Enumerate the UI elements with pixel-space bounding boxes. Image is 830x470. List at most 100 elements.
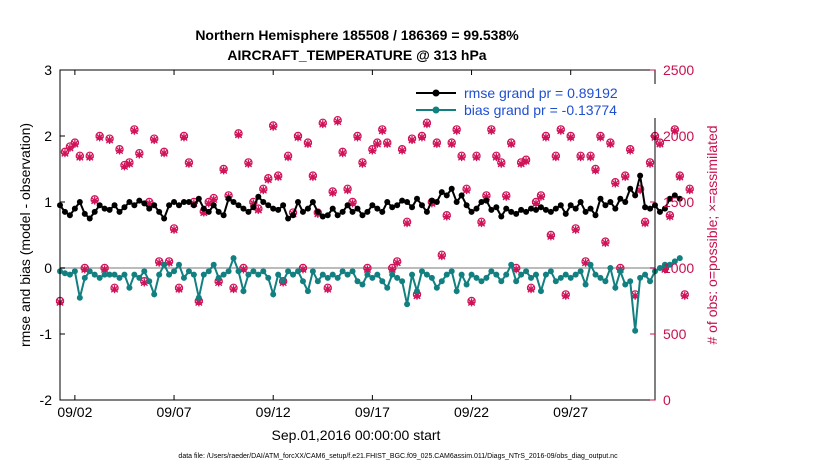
bias-point [190,271,197,278]
rmse-point [290,212,297,219]
bias-point [275,271,282,278]
rmse-point [443,192,450,199]
rmse-point [86,215,93,222]
legend-bias-label: bias grand pr = -0.13774 [464,102,617,118]
rmse-point [661,205,668,212]
obs-assimilated-marker [170,225,179,234]
rmse-point [319,213,326,220]
obs-assimilated-marker [492,153,501,162]
bias-point [141,268,148,275]
obs-assimilated-marker [358,159,367,168]
rmse-point [428,197,435,204]
obs-assimilated-marker [120,162,129,171]
rmse-point [409,204,416,211]
bias-point [627,278,634,285]
obs-assimilated-marker [393,258,402,267]
rmse-point [676,195,683,202]
rmse-point [344,202,351,209]
obs-assimilated-marker [660,265,669,274]
obs-assimilated-marker [274,172,283,181]
bias-point [508,261,515,268]
bias-point [195,294,202,301]
rmse-point [270,205,277,212]
rmse-point [364,208,371,215]
bias-point [280,278,287,285]
obs-assimilated-marker [576,153,585,162]
bias-point [637,274,644,281]
bias-point [438,278,445,285]
rmse-point [622,199,629,205]
y-right-tick-label: 2500 [663,62,694,78]
y-left-tick-label: 0 [44,260,52,276]
rmse-point [488,206,495,213]
rmse-point [642,204,649,211]
obs-assimilated-marker [363,265,372,274]
bias-point [354,278,361,285]
legend-rmse-marker [432,89,440,97]
obs-assimilated-marker [581,258,590,267]
bias-point [76,294,83,301]
bias-point [433,284,440,291]
rmse-point [617,195,624,202]
rmse-point [275,206,282,213]
ticks: 09/02 09/07 09/12 09/17 09/22 09/27 -2 -1 0 1 2 3 0 5… [40,62,695,420]
bias-point [642,271,649,278]
bias-point [632,327,639,334]
bias-point [71,268,78,275]
obs-assimilated-marker [432,139,441,148]
rmse-point [493,204,500,211]
bias-point [156,271,163,278]
rmse-point [577,199,584,205]
bias-point [617,268,624,275]
bias-point [86,268,93,275]
rmse-point [384,199,391,205]
obs-assimilated-marker [626,146,635,155]
rmse-point [518,206,525,213]
rmse-point [562,210,569,217]
obs-assimilated-marker [517,159,526,168]
rmse-point [582,208,589,215]
obs-assimilated-marker [353,133,362,142]
bias-point [562,271,569,278]
obs-assimilated-marker [497,159,506,168]
y-right-tick-label: 500 [663,326,687,342]
bias-point [324,274,331,281]
bias-point [493,271,500,278]
obs-assimilated-marker [621,172,630,181]
bias-point [334,274,341,281]
bias-point [577,268,584,275]
rmse-point [161,215,168,222]
rmse-point [632,192,639,199]
rmse-point [666,195,673,202]
obs-assimilated-marker [65,143,74,152]
bias-point [329,271,336,278]
obs-assimilated-marker [665,212,674,221]
rmse-point [537,204,544,211]
x-axis-label: Sep.01,2016 00:00:00 start [272,427,441,443]
rmse-point [81,210,88,217]
bias-point [622,281,629,288]
rmse-point [394,202,401,209]
bias-point [166,271,173,278]
bias-point [676,255,683,262]
obs-assimilated-marker [110,285,119,294]
rmse-point [180,199,187,205]
bias-point [414,288,420,295]
obs-assimilated-marker [75,153,84,162]
y-left-tick-label: 3 [44,62,52,78]
rmse-point [627,185,634,192]
bias-point [647,278,654,285]
bias-point [290,271,297,278]
obs-assimilated-marker [403,219,412,228]
bias-point [542,271,549,278]
obs-assimilated-marker [422,120,431,129]
obs-assimilated-marker [482,192,491,201]
obs-assimilated-marker [437,252,446,261]
bias-point [547,268,554,275]
bias-point [136,274,143,281]
rmse-point [225,195,232,202]
bias-point [572,271,579,278]
obs-assimilated-marker [477,219,486,228]
bias-point [468,271,475,278]
bias-point [607,265,614,271]
